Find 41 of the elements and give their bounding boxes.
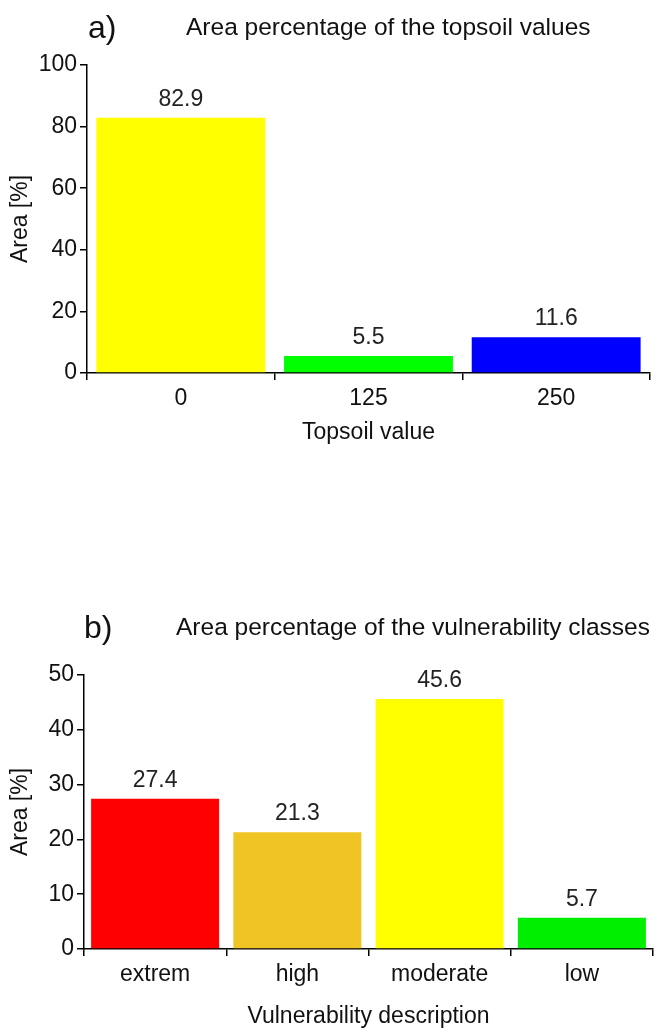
x-axis-title: Vulnerability description [247,1001,490,1028]
data-label: 11.6 [534,304,578,331]
y-tick-label: 40 [48,715,74,742]
data-label: 21.3 [274,799,320,826]
y-tick-label: 50 [48,660,74,687]
x-tick-label: low [564,960,600,987]
bar [471,337,641,373]
chart-title: Area percentage of the vulnerability classes [176,612,650,642]
bar [517,917,646,949]
y-tick-label: 80 [51,111,77,138]
bar [91,798,220,949]
y-tick-label: 100 [38,50,77,77]
data-label: 5.7 [565,884,598,911]
data-label: 5.5 [352,322,385,349]
data-label: 45.6 [417,665,463,692]
chart-title: Area percentage of the topsoil values [186,12,591,42]
y-tick-label: 20 [48,824,74,851]
y-tick-label: 10 [48,879,74,906]
x-tick-label: 125 [349,384,388,411]
x-tick-label: 0 [174,384,188,411]
data-label: 82.9 [158,84,204,111]
y-tick-label: 0 [61,934,74,961]
y-tick-label: 40 [51,235,77,262]
y-tick-label: 0 [64,358,77,385]
data-label: 27.4 [132,765,178,792]
x-axis-title: Topsoil value [302,417,435,444]
x-tick-label: high [275,960,320,987]
bar [375,699,504,949]
y-axis-title: Area [%] [6,767,33,857]
y-tick-label: 60 [51,173,77,200]
bar [284,356,453,373]
text: b) [84,608,113,647]
bar [96,117,266,373]
x-tick-label: extrem [119,960,191,987]
bar [233,832,362,949]
y-tick-label: 30 [48,769,74,796]
text: a) [88,8,117,47]
x-tick-label: 250 [536,384,576,411]
y-tick-label: 20 [51,296,77,323]
x-tick-label: moderate [391,960,489,987]
y-axis-title: Area [%] [6,174,33,264]
